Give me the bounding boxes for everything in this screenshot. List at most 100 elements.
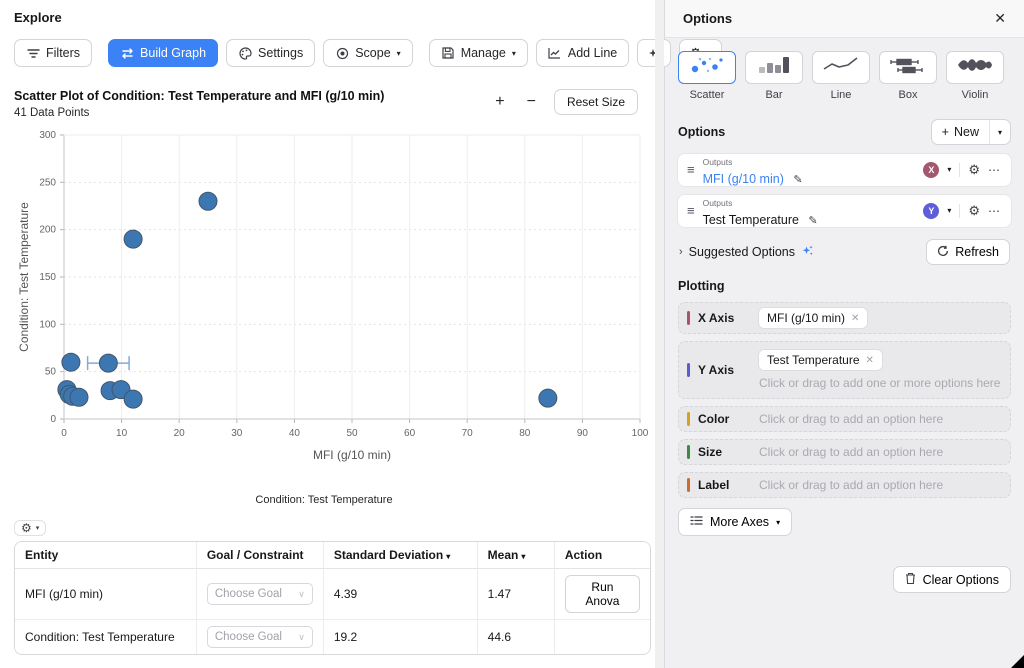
manage-label: Manage bbox=[461, 46, 506, 60]
scatter-plot-svg[interactable]: 0501001502002503000102030405060708090100… bbox=[14, 125, 652, 465]
swap-arrows-icon bbox=[120, 46, 134, 60]
mean-header-label: Mean bbox=[488, 548, 519, 562]
svg-text:50: 50 bbox=[45, 367, 57, 378]
label-placeholder: Click or drag to add an option here bbox=[759, 478, 943, 492]
scatter-chart-icon bbox=[687, 54, 727, 81]
reset-size-button[interactable]: Reset Size bbox=[554, 89, 638, 115]
new-option-button[interactable]: +New ▾ bbox=[931, 119, 1011, 145]
drag-handle-icon[interactable]: ≡ bbox=[687, 162, 694, 177]
settings-button[interactable]: Settings bbox=[226, 39, 315, 67]
color-drop-zone[interactable]: Color Click or drag to add an option her… bbox=[678, 406, 1011, 432]
col-mean[interactable]: Mean▾ bbox=[478, 542, 555, 569]
svg-text:300: 300 bbox=[39, 130, 56, 141]
svg-text:90: 90 bbox=[577, 428, 589, 439]
output-kicker: Outputs bbox=[703, 157, 733, 167]
output-name[interactable]: MFI (g/10 min) bbox=[703, 173, 784, 187]
chevron-down-icon[interactable]: ▾ bbox=[947, 206, 951, 215]
more-options-icon[interactable]: ⋯ bbox=[988, 204, 1001, 218]
scope-icon bbox=[335, 46, 349, 60]
svg-text:20: 20 bbox=[174, 428, 186, 439]
svg-text:60: 60 bbox=[404, 428, 416, 439]
x-axis-label: X Axis bbox=[698, 311, 734, 325]
divider bbox=[959, 204, 960, 218]
list-icon bbox=[690, 515, 703, 529]
col-standard-deviation[interactable]: Standard Deviation▾ bbox=[324, 542, 478, 569]
std-header-label: Standard Deviation bbox=[334, 548, 443, 562]
y-axis-badge[interactable]: Y bbox=[923, 203, 939, 219]
chevron-down-icon: ▾ bbox=[36, 524, 40, 532]
add-line-button[interactable]: Add Line bbox=[536, 39, 629, 67]
options-section-title: Options bbox=[678, 125, 725, 139]
run-anova-button[interactable]: Run Anova bbox=[565, 575, 640, 613]
filters-button[interactable]: Filters bbox=[14, 39, 92, 67]
explore-main-area: Explore Filters Build Graph Settings bbox=[0, 0, 665, 668]
y-axis-placeholder: Click or drag to add one or more options… bbox=[759, 376, 1000, 390]
output-kicker: Outputs bbox=[703, 198, 733, 208]
zoom-in-button[interactable]: + bbox=[491, 92, 508, 112]
new-option-dropdown[interactable]: ▾ bbox=[989, 120, 1010, 144]
col-entity: Entity bbox=[15, 542, 197, 569]
scope-button[interactable]: Scope ▾ bbox=[323, 39, 412, 67]
x-axis-chip[interactable]: MFI (g/10 min) ✕ bbox=[759, 308, 867, 328]
mean-cell: 1.47 bbox=[478, 569, 555, 620]
chart-caption: Condition: Test Temperature bbox=[14, 494, 634, 506]
chart-type-bar[interactable]: Bar bbox=[745, 51, 803, 101]
manage-button[interactable]: Manage ▾ bbox=[429, 39, 528, 67]
chart-type-violin[interactable]: Violin bbox=[946, 51, 1004, 101]
size-drop-zone[interactable]: Size Click or drag to add an option here bbox=[678, 439, 1011, 465]
output-name[interactable]: Test Temperature bbox=[703, 214, 799, 228]
edit-pencil-icon[interactable]: ✎ bbox=[793, 174, 802, 186]
sort-caret-icon: ▾ bbox=[446, 552, 450, 561]
clear-options-button[interactable]: Clear Options bbox=[893, 566, 1011, 593]
close-icon[interactable]: ✕ bbox=[994, 10, 1006, 27]
output-row-test-temperature[interactable]: ≡ Outputs Test Temperature ✎ Y ▾ ⚙ ⋯ bbox=[678, 195, 1011, 227]
settings-label: Settings bbox=[258, 46, 303, 60]
chart-title: Scatter Plot of Condition: Test Temperat… bbox=[14, 89, 384, 103]
chart-type-label: Line bbox=[812, 89, 870, 101]
chevron-down-icon[interactable]: ▾ bbox=[947, 165, 951, 174]
svg-text:70: 70 bbox=[462, 428, 474, 439]
y-axis-chip[interactable]: Test Temperature ✕ bbox=[759, 350, 882, 370]
table-settings-button[interactable]: ⚙ ▾ bbox=[14, 520, 46, 536]
size-placeholder: Click or drag to add an option here bbox=[759, 445, 943, 459]
drag-handle-icon[interactable]: ≡ bbox=[687, 203, 694, 218]
more-axes-button[interactable]: More Axes ▾ bbox=[678, 508, 792, 536]
chart-type-label: Bar bbox=[745, 89, 803, 101]
refresh-button[interactable]: Refresh bbox=[926, 239, 1010, 265]
bar-chart-icon bbox=[755, 54, 793, 81]
edit-pencil-icon[interactable]: ✎ bbox=[808, 215, 817, 227]
entity-cell: MFI (g/10 min) bbox=[15, 569, 197, 620]
svg-text:MFI (g/10 min): MFI (g/10 min) bbox=[313, 448, 391, 462]
label-drop-zone[interactable]: Label Click or drag to add an option her… bbox=[678, 472, 1011, 498]
line-chart-icon bbox=[548, 46, 562, 60]
vertical-scrollbar[interactable] bbox=[655, 0, 664, 668]
x-axis-drop-zone[interactable]: X Axis MFI (g/10 min) ✕ bbox=[678, 302, 1011, 334]
suggested-options-toggle[interactable]: › Suggested Options bbox=[679, 244, 814, 260]
size-color-bar bbox=[687, 445, 690, 459]
chevron-down-icon: ∨ bbox=[298, 589, 305, 600]
remove-chip-icon[interactable]: ✕ bbox=[866, 355, 874, 366]
std-cell: 4.39 bbox=[324, 569, 478, 620]
choose-goal-select[interactable]: Choose Goal ∨ bbox=[207, 626, 313, 648]
chart-type-scatter[interactable]: Scatter bbox=[678, 51, 736, 101]
size-label: Size bbox=[698, 445, 722, 459]
stats-table-header-row: Entity Goal / Constraint Standard Deviat… bbox=[15, 542, 650, 569]
col-goal-constraint: Goal / Constraint bbox=[197, 542, 324, 569]
choose-goal-select[interactable]: Choose Goal ∨ bbox=[207, 583, 313, 605]
choose-goal-placeholder: Choose Goal bbox=[215, 588, 282, 600]
chart-type-line[interactable]: Line bbox=[812, 51, 870, 101]
gear-icon[interactable]: ⚙ bbox=[968, 204, 980, 217]
zoom-out-button[interactable]: − bbox=[523, 92, 540, 112]
chart-type-box[interactable]: Box bbox=[879, 51, 937, 101]
more-options-icon[interactable]: ⋯ bbox=[988, 163, 1001, 177]
y-axis-drop-zone[interactable]: Y Axis Test Temperature ✕ Click or drag … bbox=[678, 341, 1011, 399]
build-graph-button[interactable]: Build Graph bbox=[108, 39, 218, 67]
remove-chip-icon[interactable]: ✕ bbox=[851, 313, 859, 324]
chevron-down-icon: ▾ bbox=[397, 49, 401, 58]
output-row-mfi[interactable]: ≡ Outputs MFI (g/10 min) ✎ X ▾ ⚙ ⋯ bbox=[678, 154, 1011, 186]
table-row: MFI (g/10 min) Choose Goal ∨ 4.39 1.47 R… bbox=[15, 569, 650, 620]
x-axis-badge[interactable]: X bbox=[923, 162, 939, 178]
gear-icon[interactable]: ⚙ bbox=[968, 163, 980, 176]
scatter-plot[interactable]: 0501001502002503000102030405060708090100… bbox=[14, 125, 640, 506]
svg-text:10: 10 bbox=[116, 428, 128, 439]
